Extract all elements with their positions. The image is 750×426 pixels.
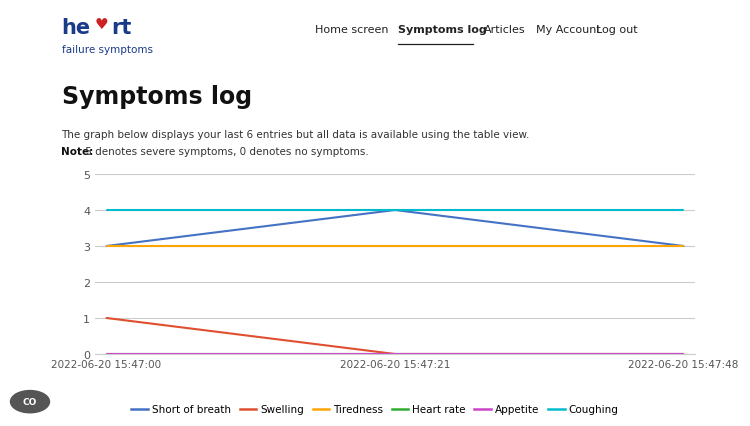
Text: Note:: Note: <box>62 147 94 157</box>
Text: rt: rt <box>111 18 131 38</box>
Text: Symptoms log: Symptoms log <box>62 85 251 109</box>
Text: Home screen: Home screen <box>315 25 388 35</box>
Text: The graph below displays your last 6 entries but all data is available using the: The graph below displays your last 6 ent… <box>62 130 530 140</box>
Legend: Short of breath, Swelling, Tiredness, Heart rate, Appetite, Coughing: Short of breath, Swelling, Tiredness, He… <box>128 400 622 419</box>
Text: My Account: My Account <box>536 25 601 35</box>
Text: 5 denotes severe symptoms, 0 denotes no symptoms.: 5 denotes severe symptoms, 0 denotes no … <box>82 147 369 157</box>
Text: CO: CO <box>22 397 38 406</box>
Text: Log out: Log out <box>596 25 638 35</box>
Text: he: he <box>62 18 91 38</box>
Text: Articles: Articles <box>484 25 525 35</box>
Text: failure symptoms: failure symptoms <box>62 45 152 55</box>
Text: Symptoms log: Symptoms log <box>398 25 486 35</box>
Text: ♥: ♥ <box>94 17 108 32</box>
